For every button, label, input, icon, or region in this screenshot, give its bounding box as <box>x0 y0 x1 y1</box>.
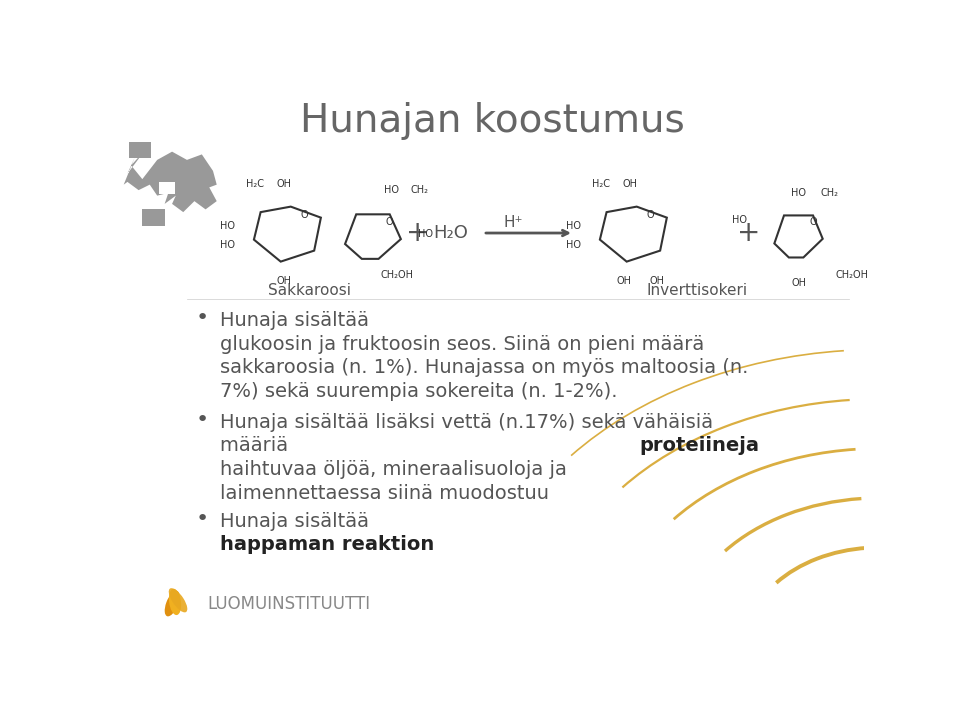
Ellipse shape <box>169 589 181 615</box>
Text: CH₂: CH₂ <box>410 185 428 195</box>
Text: •: • <box>195 410 208 430</box>
Text: HO: HO <box>221 221 235 231</box>
Text: O: O <box>386 217 394 227</box>
Text: H⁺: H⁺ <box>503 214 522 229</box>
Text: +: + <box>737 219 760 247</box>
Text: Hunaja sisältää: Hunaja sisältää <box>221 311 375 330</box>
Text: HO: HO <box>384 185 399 195</box>
Ellipse shape <box>169 588 187 613</box>
Text: happaman reaktion: happaman reaktion <box>221 536 435 554</box>
Text: Sakkaroosi: Sakkaroosi <box>268 283 351 298</box>
FancyBboxPatch shape <box>142 209 165 226</box>
Text: LUOMUINSTITUUTTI: LUOMUINSTITUUTTI <box>207 595 371 613</box>
Polygon shape <box>124 149 217 212</box>
FancyBboxPatch shape <box>158 182 175 194</box>
Text: CH₂OH: CH₂OH <box>380 270 414 280</box>
Ellipse shape <box>165 590 180 616</box>
Text: haihtuvaa öljöä, mineraalisuoloja ja: haihtuvaa öljöä, mineraalisuoloja ja <box>221 460 573 479</box>
Text: Inverttisokeri: Inverttisokeri <box>646 283 747 298</box>
Text: CH₂OH: CH₂OH <box>836 270 869 280</box>
Text: Hunaja sisältää: Hunaja sisältää <box>221 512 375 531</box>
Text: O: O <box>300 210 308 220</box>
Text: OH: OH <box>622 179 637 189</box>
Text: HO: HO <box>221 240 235 250</box>
Text: H₂C: H₂C <box>247 179 265 189</box>
Text: laimennettaessa siinä muodostuu: laimennettaessa siinä muodostuu <box>221 483 556 503</box>
Text: HO: HO <box>566 240 582 250</box>
Text: O: O <box>809 218 817 228</box>
Text: glukoosin ja fruktoosin seos. Siinä on pieni määrä: glukoosin ja fruktoosin seos. Siinä on p… <box>221 335 705 353</box>
Text: CH₂: CH₂ <box>821 188 839 198</box>
Text: HO: HO <box>732 215 747 225</box>
Text: proteiineja: proteiineja <box>639 436 759 456</box>
Text: OH: OH <box>650 276 664 286</box>
Text: +: + <box>406 219 429 247</box>
Text: O: O <box>646 210 654 220</box>
Text: OH: OH <box>276 276 291 286</box>
Text: Hunaja sisältää lisäksi vettä (n.17%) sekä vähäisiä: Hunaja sisältää lisäksi vettä (n.17%) se… <box>221 413 713 432</box>
Text: sakkaroosia (n. 1%). Hunajassa on myös maltoosia (n.: sakkaroosia (n. 1%). Hunajassa on myös m… <box>221 358 749 378</box>
Text: 7%) sekä suurempia sokereita (n. 1-2%).: 7%) sekä suurempia sokereita (n. 1-2%). <box>221 382 618 401</box>
Text: Hunajan koostumus: Hunajan koostumus <box>300 102 684 141</box>
Text: H₂O: H₂O <box>434 224 468 242</box>
Text: HO: HO <box>566 221 582 231</box>
Text: HO: HO <box>418 229 433 239</box>
Text: H₂C: H₂C <box>592 179 611 189</box>
Text: OH: OH <box>791 278 806 288</box>
Text: OH: OH <box>617 276 632 286</box>
Text: OH: OH <box>276 179 291 189</box>
Text: HO: HO <box>791 188 806 198</box>
Text: •: • <box>195 509 208 529</box>
FancyBboxPatch shape <box>129 142 152 159</box>
Text: määriä: määriä <box>221 436 295 456</box>
Text: •: • <box>195 308 208 328</box>
